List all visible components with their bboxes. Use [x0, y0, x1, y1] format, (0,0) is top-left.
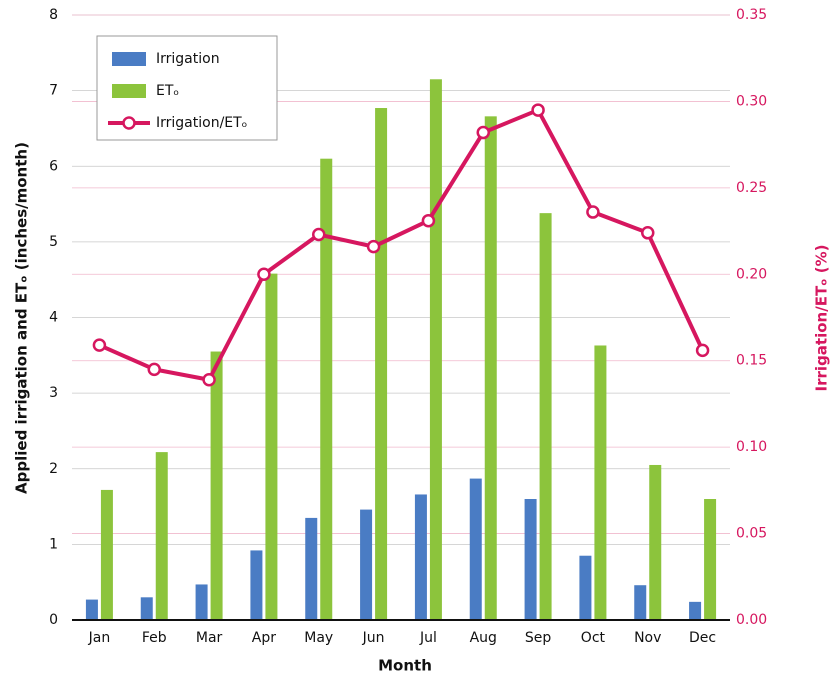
bar [360, 509, 373, 620]
bar [594, 345, 607, 620]
bar [414, 494, 427, 620]
line-marker [147, 362, 161, 377]
y-tick-label: 0 [49, 612, 58, 628]
y-tick-label: 6 [49, 158, 58, 174]
x-tick-label: Dec [689, 630, 716, 646]
line-marker [695, 343, 710, 358]
bar [469, 478, 482, 620]
x-axis-title: Month [378, 657, 432, 675]
y2-tick-label: 0.00 [736, 612, 767, 628]
legend-swatch [112, 52, 146, 66]
y-tick-label: 4 [49, 310, 58, 326]
y-axis-title: Applied irrigation and ETₒ (inches/month… [13, 142, 31, 494]
x-tick-label: Feb [142, 630, 167, 646]
x-tick-label: Jul [419, 630, 437, 646]
bar [375, 108, 388, 621]
x-tick-label: May [304, 630, 333, 646]
bar [484, 116, 497, 621]
y-tick-label: 1 [49, 536, 58, 552]
bar [524, 499, 537, 620]
x-tick-label: Apr [252, 630, 276, 646]
bar [579, 555, 592, 620]
bar [250, 550, 263, 620]
bar [85, 599, 98, 620]
bar [539, 213, 552, 620]
line-marker [476, 125, 490, 140]
y2-tick-label: 0.35 [736, 7, 767, 23]
y-tick-label: 7 [49, 83, 58, 99]
line-marker [531, 103, 545, 117]
bar [210, 351, 223, 620]
bar [689, 601, 702, 620]
y2-tick-label: 0.30 [736, 93, 767, 109]
bar [140, 597, 153, 620]
bar [649, 464, 662, 620]
bar [155, 452, 168, 620]
line-marker [641, 226, 655, 240]
line-marker [366, 239, 381, 254]
line-marker [586, 205, 600, 219]
bar [634, 585, 647, 620]
bar [100, 489, 113, 620]
line-marker [421, 213, 436, 228]
y-tick-label: 2 [49, 461, 58, 477]
x-tick-label: Aug [470, 630, 497, 646]
y-tick-label: 3 [49, 385, 58, 401]
legend-label: Irrigation/ETₒ [156, 115, 247, 131]
x-tick-label: Jan [88, 630, 111, 646]
x-tick-label: Mar [196, 630, 223, 646]
x-tick-label: Oct [581, 630, 606, 646]
bar [305, 517, 318, 620]
legend-marker [122, 116, 136, 130]
line-marker [92, 338, 107, 352]
line [98, 108, 705, 382]
bar [429, 79, 442, 620]
x-tick-label: Nov [634, 630, 661, 646]
line-marker [312, 227, 326, 242]
x-tick-label: Jun [362, 630, 385, 646]
legend-swatch [112, 84, 146, 98]
bar [704, 499, 717, 620]
bar [195, 584, 208, 620]
y2-tick-label: 0.15 [736, 353, 767, 369]
y2-tick-label: 0.25 [736, 180, 767, 196]
y2-tick-label: 0.10 [736, 439, 767, 455]
y2-tick-label: 0.05 [736, 526, 767, 542]
y2-tick-label: 0.20 [736, 266, 767, 282]
legend-label: ETₒ [156, 83, 179, 99]
bar [265, 273, 278, 620]
bar [320, 158, 333, 620]
line-marker [257, 267, 271, 282]
y2-axis-title: Irrigation/ETₒ (%) [813, 245, 831, 392]
line-marker [202, 372, 216, 387]
legend-label: Irrigation [156, 51, 220, 67]
y-tick-label: 8 [49, 7, 58, 23]
y-tick-label: 5 [49, 234, 58, 250]
x-tick-label: Sep [525, 630, 552, 646]
